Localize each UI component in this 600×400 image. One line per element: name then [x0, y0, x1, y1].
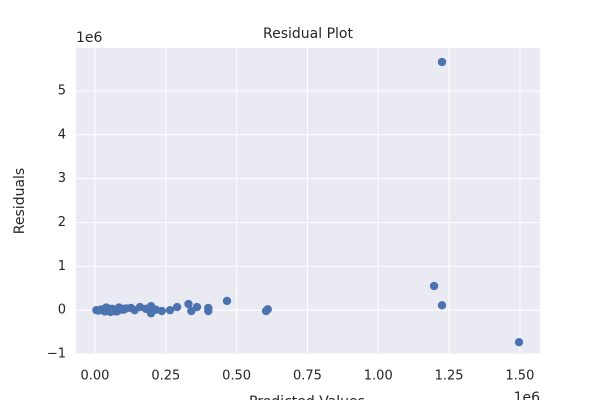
x-tick-label: 0.25	[151, 369, 180, 384]
y-offset-label: 1e6	[76, 30, 103, 46]
point	[514, 337, 524, 347]
y-tick-label: −1	[47, 347, 66, 362]
point	[437, 57, 447, 67]
point	[184, 299, 193, 309]
y-tick-label: 2	[58, 215, 66, 230]
point	[151, 305, 161, 314]
point	[192, 302, 202, 312]
point	[261, 306, 271, 316]
point	[92, 305, 101, 315]
chart-title: Residual Plot	[263, 26, 353, 42]
point	[165, 305, 175, 315]
point	[437, 301, 447, 310]
point	[130, 305, 139, 315]
point	[119, 305, 128, 314]
y-tick-label: 0	[58, 303, 66, 318]
x-tick-label: 0.00	[81, 369, 110, 384]
x-tick-label: 1.50	[505, 369, 534, 384]
point	[204, 306, 213, 316]
x-tick-label: 1.00	[364, 369, 393, 384]
y-tick-label: 5	[58, 83, 66, 98]
point	[222, 296, 232, 306]
point	[172, 302, 182, 312]
y-tick-label: 3	[58, 171, 66, 186]
x-tick-label: 1.25	[435, 369, 464, 384]
x-axis-label: Predicted Values	[249, 394, 365, 400]
y-tick-label: 4	[58, 127, 66, 142]
point	[141, 304, 151, 314]
point	[429, 281, 439, 291]
x-offset-label: 1e6	[514, 390, 541, 400]
x-tick-label: 0.75	[293, 369, 322, 384]
y-tick-label: 1	[58, 259, 66, 274]
x-tick-label: 0.50	[222, 369, 251, 384]
y-axis-label: Residuals	[12, 168, 28, 234]
